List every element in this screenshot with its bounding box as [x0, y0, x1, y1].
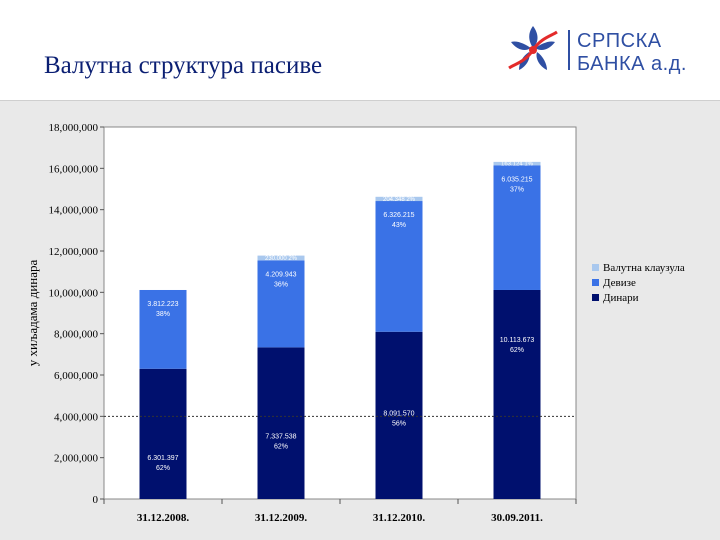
data-label-line: 36% [274, 281, 288, 288]
legend-label: Валутна клаузула [603, 262, 685, 274]
bar-segment [493, 289, 541, 499]
legend-swatch [592, 264, 599, 271]
data-label: 3.812.223 38% [147, 301, 178, 318]
data-label-line: 37% [510, 186, 524, 193]
data-label-line: 6.035.215 [501, 176, 532, 183]
legend-swatch [592, 294, 599, 301]
y-axis-label: у хиљадама динара [25, 260, 40, 367]
x-tick-label: 31.12.2009. [255, 512, 308, 524]
y-tick-label: 10,000,000 [49, 287, 99, 299]
y-tick-label: 12,000,000 [49, 246, 99, 258]
legend-swatch [592, 279, 599, 286]
y-tick-label: 16,000,000 [49, 163, 99, 175]
y-axis-ticks: 0 2,000,000 4,000,000 6,000,000 8,000,000 10,… [49, 122, 104, 506]
x-tick-label: 31.12.2008. [137, 512, 190, 524]
y-tick-label: 6,000,000 [54, 370, 99, 382]
logo-line-2: БАНКА а.д. [577, 53, 687, 75]
logo-line-1: СРПСКА [577, 30, 662, 52]
y-tick-label: 8,000,000 [54, 329, 99, 341]
legend-label: Динари [603, 292, 639, 304]
data-label: 230.000 2% [265, 256, 298, 262]
bar-segment [375, 201, 423, 332]
data-label: 7.337.538 62% [265, 433, 296, 450]
x-tick-label: 31.12.2010. [373, 512, 426, 524]
bar-segment [257, 260, 305, 348]
bar-segment [375, 331, 423, 499]
data-label-line: 62% [274, 443, 288, 450]
data-label: 8.091.570 56% [383, 410, 414, 427]
bank-logo: СРПСКА БАНКА а.д. [503, 20, 703, 80]
data-label-line: 62% [156, 465, 170, 472]
bar-segment [139, 368, 187, 499]
data-label: 204.348 2% [383, 197, 416, 203]
legend-label: Девизе [603, 277, 636, 289]
data-label-line: 43% [392, 222, 406, 229]
x-tick-label: 30.09.2011. [491, 512, 543, 524]
stacked-bar-chart: у хиљадама динара 0 2,000,000 4,000,000 6,0… [25, 122, 685, 524]
data-label: 163.124 1% [501, 162, 534, 168]
y-tick-label: 14,000,000 [49, 205, 99, 217]
bar-segment [257, 347, 305, 499]
data-label: 10.113.673 62% [500, 337, 535, 354]
bar-segment [493, 161, 541, 166]
chart-legend: Валутна клаузула Девизе Динари [592, 262, 685, 304]
data-label: 6.326.215 43% [383, 212, 414, 229]
data-label-line: 4.209.943 [265, 271, 296, 278]
chart-area: у хиљадама динара 0 2,000,000 4,000,000 6,0… [0, 101, 720, 540]
slide-header: Валутна структура пасиве СРПСКА БАНКА а.… [0, 0, 720, 101]
data-label-line: 230.000 2% [265, 256, 298, 262]
data-label: 6.301.397 62% [147, 455, 178, 472]
bar-segment [375, 196, 423, 202]
data-label-line: 6.326.215 [383, 212, 414, 219]
data-label: 4.209.943 36% [265, 271, 296, 288]
data-label-line: 10.113.673 [500, 337, 535, 344]
star-logo-icon [508, 26, 558, 70]
y-tick-label: 4,000,000 [54, 411, 99, 423]
y-tick-label: 0 [93, 494, 99, 506]
data-label-line: 204.348 2% [383, 197, 416, 203]
data-label-line: 6.301.397 [147, 455, 178, 462]
y-tick-label: 2,000,000 [54, 453, 99, 465]
bar-segment [257, 255, 305, 261]
bar-segment [139, 289, 187, 369]
x-axis-ticks: 31.12.2008. 31.12.2009. 31.12.2010. 30.09.2… [103, 499, 577, 524]
data-label-line: 3.812.223 [147, 301, 178, 308]
bars: 6.301.397 62% 3.812.223 38% 7.337.538 62% 4.20… [139, 161, 541, 499]
slide-title: Валутна структура пасиве [44, 52, 323, 79]
data-label-line: 38% [156, 311, 170, 318]
data-label-line: 8.091.570 [383, 410, 414, 417]
bar-segment [493, 165, 541, 290]
data-label-line: 7.337.538 [265, 433, 296, 440]
data-label-line: 56% [392, 420, 406, 427]
data-label: 6.035.215 37% [501, 176, 532, 193]
y-tick-label: 18,000,000 [49, 122, 99, 134]
logo-divider [568, 30, 570, 70]
data-label-line: 62% [510, 347, 524, 354]
data-label-line: 163.124 1% [501, 162, 534, 168]
